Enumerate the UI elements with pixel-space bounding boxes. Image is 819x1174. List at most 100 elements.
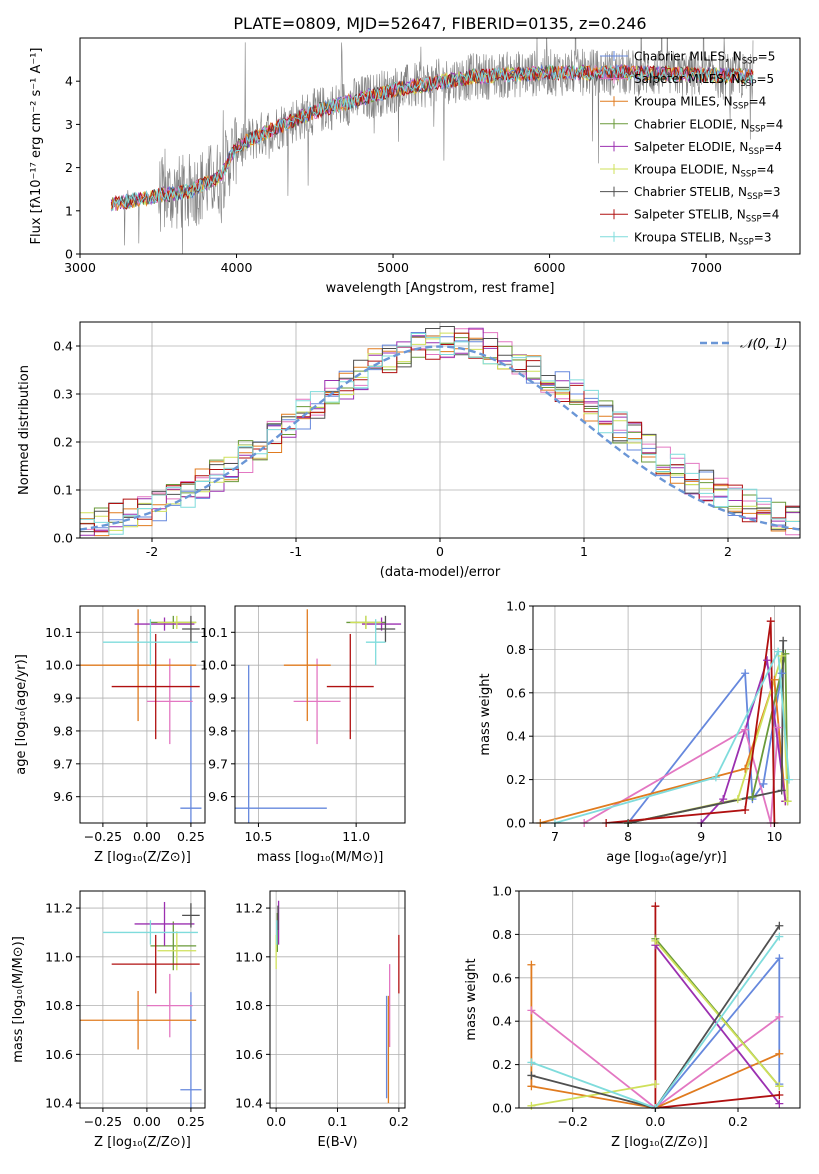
- weight-point: [527, 1006, 536, 1015]
- x-tick-label: 0.1: [328, 1114, 348, 1129]
- y-tick-label: 3: [65, 117, 73, 132]
- y-tick-label: 0.8: [492, 927, 512, 942]
- weight-point: [651, 1080, 660, 1089]
- y-tick-label: 10.4: [235, 1096, 263, 1111]
- x-axis-label: Z [log₁₀(Z/Z⊙)]: [94, 1135, 191, 1150]
- x-tick-label: 0.00: [133, 829, 161, 844]
- y-tick-label: 10.8: [235, 998, 263, 1013]
- figure-title: PLATE=0809, MJD=52647, FIBERID=0135, z=0…: [233, 14, 646, 33]
- y-tick-label: 9.8: [208, 723, 228, 738]
- legend-entry: Chabrier MILES, NSSP=5: [634, 50, 775, 67]
- y-tick-label: 11.0: [235, 949, 263, 964]
- y-tick-label: 11.2: [235, 901, 263, 916]
- x-tick-label: 11.0: [342, 829, 370, 844]
- weight-line: [554, 648, 790, 823]
- mass_vs_Z-plot-area: [80, 901, 202, 1108]
- y-tick-label: 0.3: [53, 387, 73, 402]
- y-tick-label: 0.2: [506, 772, 526, 787]
- weight-point: [527, 1071, 536, 1080]
- x-tick-label: 0.25: [177, 829, 205, 844]
- y-tick-label: 4: [65, 74, 73, 89]
- weight-point: [777, 786, 786, 795]
- legend-entry: Salpeter MILES, NSSP=5: [634, 72, 774, 89]
- weight-point: [783, 797, 792, 806]
- weight-point: [777, 669, 786, 678]
- weight-line: [531, 925, 781, 1108]
- x-axis-label: Z [log₁₀(Z/Z⊙)]: [94, 850, 191, 865]
- mass_vs_Z-axes: −0.25 0.00 0.25 10.4 10.6 10.8 11.0 11.2 Z [log₁…: [11, 890, 206, 1150]
- y-tick-label: 0.2: [492, 1057, 512, 1072]
- weight-point: [775, 1082, 784, 1091]
- x-tick-label: 7: [551, 829, 559, 844]
- weight-line: [540, 679, 787, 823]
- normal-curve: [80, 345, 800, 531]
- weight-point: [651, 902, 660, 911]
- y-tick-label: 0.6: [492, 970, 512, 985]
- y-axis-label: age [log₁₀(age/yr)]: [14, 654, 29, 775]
- y-tick-label: 10.1: [45, 625, 73, 640]
- weight-point: [775, 1012, 784, 1021]
- legend-entry: Chabrier ELODIE, NSSP=4: [634, 117, 783, 134]
- weight-point: [777, 651, 786, 660]
- y-tick-label: 1.0: [506, 599, 526, 614]
- model-spectrum-line: [111, 64, 754, 212]
- y-tick-label: 10.4: [45, 1096, 73, 1111]
- y-tick-label: 1: [65, 203, 73, 218]
- residual-legend: 𝒩(0, 1): [700, 337, 787, 352]
- y-tick-label: 0.8: [506, 642, 526, 657]
- weight-point: [733, 795, 742, 804]
- weight-point: [741, 764, 750, 773]
- weight-point: [759, 779, 768, 788]
- y-tick-label: 0.2: [53, 435, 73, 450]
- y-axis-label: Flux [fλ10⁻¹⁷ erg cm⁻² s⁻¹ A⁻¹]: [29, 48, 44, 245]
- x-axis-label: Z [log₁₀(Z/Z⊙)]: [611, 1135, 708, 1150]
- weight-point: [775, 954, 784, 963]
- y-axis-label: mass weight: [478, 673, 493, 755]
- x-tick-label: 0.0: [645, 1114, 665, 1129]
- weight-point: [741, 725, 750, 734]
- weight-point: [527, 1101, 536, 1110]
- y-tick-label: 10.6: [45, 1047, 73, 1062]
- weight-point: [651, 936, 660, 945]
- weight_vs_age-plot-area: [540, 621, 790, 823]
- y-tick-label: 0.6: [506, 685, 526, 700]
- y-axis-label: mass [log₁₀(M/M⊙)]: [11, 936, 26, 1063]
- y-tick-label: 9.8: [53, 723, 73, 738]
- y-tick-label: 0: [65, 247, 73, 262]
- x-tick-label: 0.2: [728, 1114, 748, 1129]
- y-tick-label: 0.4: [506, 729, 526, 744]
- x-tick-label: 7000: [690, 260, 722, 275]
- weight-point: [766, 617, 775, 626]
- x-axis-label: wavelength [Angstrom, rest frame]: [326, 281, 555, 296]
- x-tick-label: 0.0: [266, 1114, 286, 1129]
- weight-point: [741, 805, 750, 814]
- legend-entry: Kroupa MILES, NSSP=4: [634, 95, 766, 112]
- y-tick-label: 2: [65, 160, 73, 175]
- mass_vs_EBV-axes: 0.0 0.1 0.2 10.4 10.6 10.8 11.0 11.2 E(B-V): [235, 890, 409, 1150]
- y-tick-label: 0.4: [492, 1014, 512, 1029]
- weight-point: [775, 1099, 784, 1108]
- y-tick-label: 9.7: [208, 756, 228, 771]
- y-tick-label: 10.6: [235, 1047, 263, 1062]
- weight-line: [530, 964, 780, 1108]
- weight-point: [527, 1058, 536, 1067]
- age_vs_mass-axes: 10.5 11.0 9.6 9.7 9.8 9.9 10.0 10.1 mass [log₁₀(…: [200, 605, 406, 865]
- weight-point: [779, 636, 788, 645]
- legend-entry: Kroupa ELODIE, NSSP=4: [634, 163, 774, 180]
- x-tick-label: 10: [766, 829, 782, 844]
- x-tick-label: 0.00: [133, 1114, 161, 1129]
- axes-frame: [79, 37, 801, 255]
- x-tick-label: -2: [146, 544, 158, 559]
- x-axis-label: E(B-V): [317, 1135, 357, 1150]
- weight-point: [719, 795, 728, 804]
- x-tick-label: 9: [697, 829, 705, 844]
- weight-line: [654, 906, 780, 1108]
- weight-point: [527, 960, 536, 969]
- residuals-plot-area: [80, 326, 800, 538]
- weight-point: [775, 1049, 784, 1058]
- y-tick-label: 0.1: [53, 483, 73, 498]
- spectrum-axes: 3000 4000 5000 6000 7000 0 1 2 3 4 wavelength [Ang…: [29, 37, 801, 296]
- x-tick-label: -1: [290, 544, 302, 559]
- residuals-axes: -2 -1 0 1 2 0.0 0.1 0.2 0.3 0.4 (data-model)/error…: [17, 321, 801, 580]
